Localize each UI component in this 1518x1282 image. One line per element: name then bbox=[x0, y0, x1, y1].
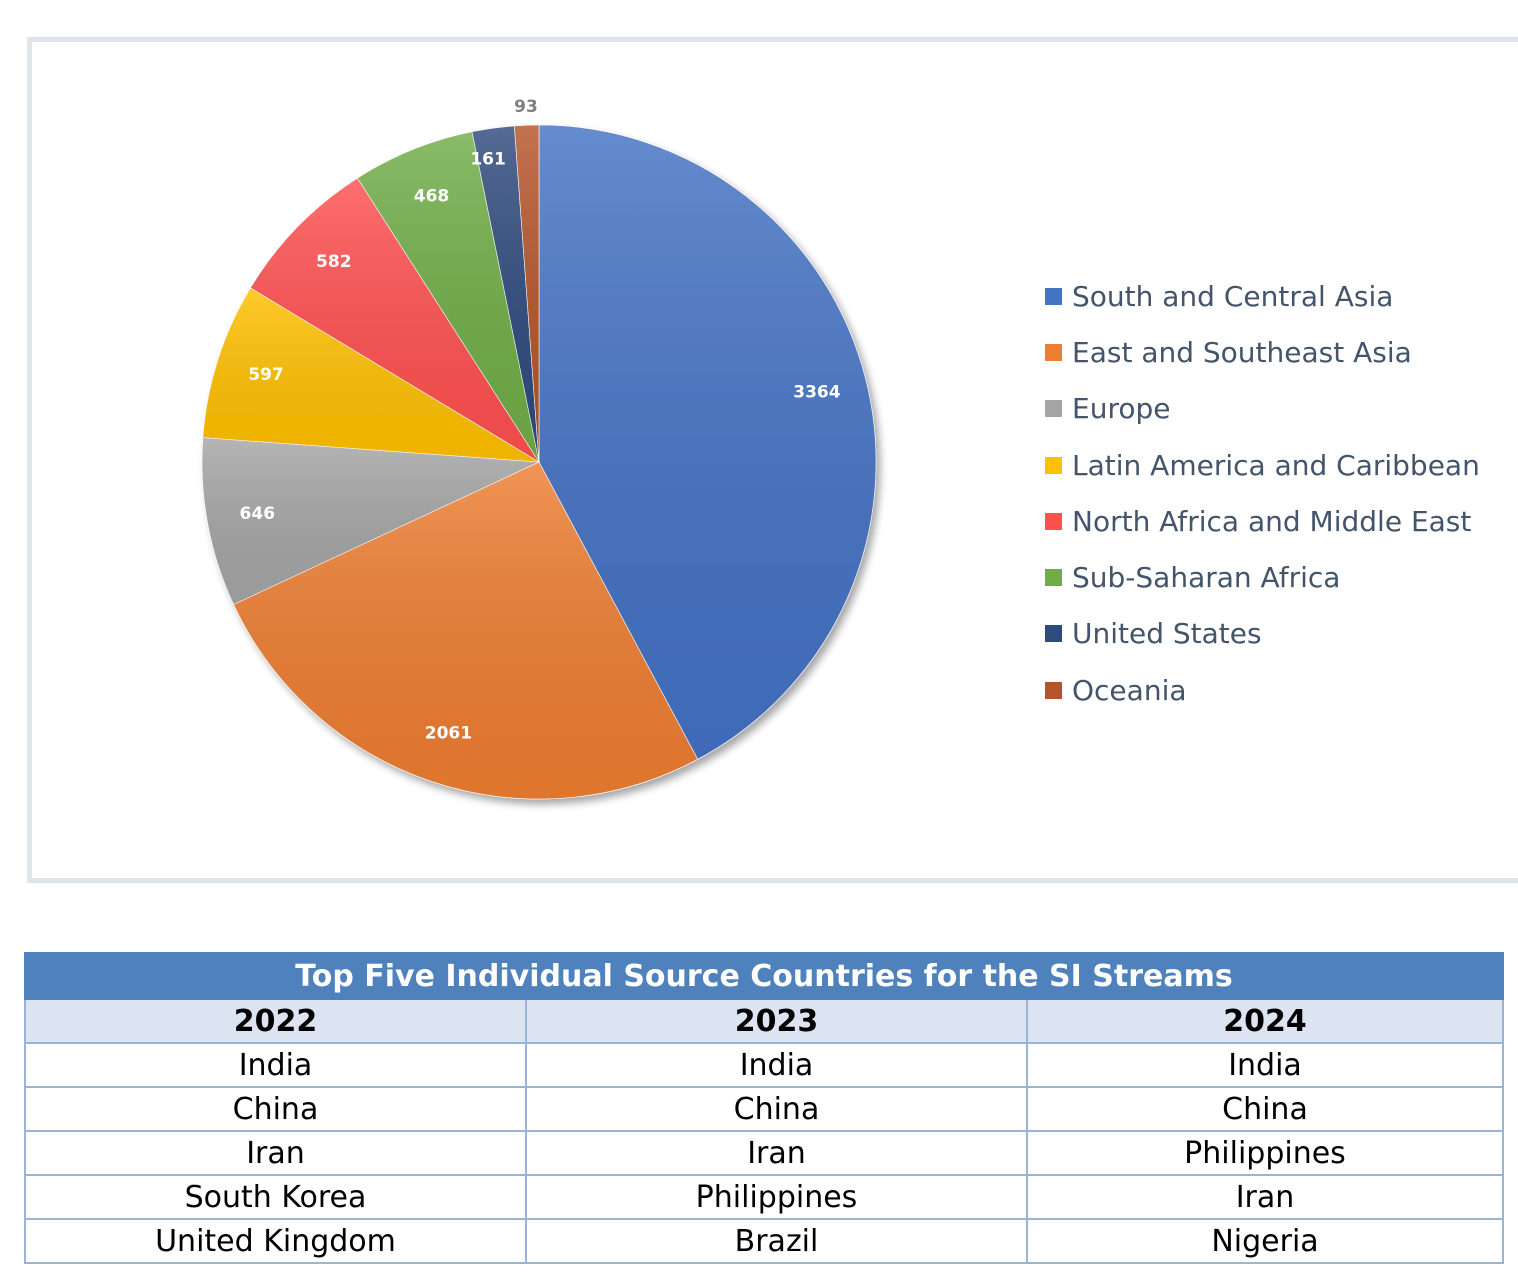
legend-label: United States bbox=[1072, 617, 1262, 651]
legend-label: North Africa and Middle East bbox=[1072, 504, 1472, 538]
data-label-europe: 646 bbox=[240, 504, 276, 524]
pie-slice-shading bbox=[202, 437, 539, 605]
pie-slice-shading bbox=[202, 287, 539, 462]
legend-item-oceania: Oceania bbox=[1045, 662, 1480, 718]
column-header-2022: 2022 bbox=[24, 998, 527, 1044]
legend-swatch bbox=[1045, 287, 1062, 305]
pie-slice-shading bbox=[514, 125, 539, 462]
legend-swatch bbox=[1045, 512, 1062, 530]
legend-item-latin-america-and-caribbean: Latin America and Caribbean bbox=[1045, 437, 1480, 493]
legend-item-south-and-central-asia: South and Central Asia bbox=[1045, 268, 1480, 324]
data-label-united-states: 161 bbox=[470, 150, 506, 170]
table-cell: China bbox=[1026, 1086, 1504, 1132]
table-cell: Iran bbox=[24, 1130, 527, 1176]
table-row: United Kingdom Brazil Nigeria bbox=[24, 1218, 1504, 1264]
pie-slice-shading bbox=[539, 125, 877, 760]
table-cell: India bbox=[1026, 1042, 1504, 1088]
legend-label: Europe bbox=[1072, 392, 1171, 426]
table-cell: Brazil bbox=[525, 1218, 1028, 1264]
pie-slice-shading bbox=[471, 125, 539, 463]
source-countries-table: Top Five Individual Source Countries for… bbox=[24, 952, 1504, 1264]
legend-label: Sub-Saharan Africa bbox=[1072, 561, 1341, 595]
legend: South and Central Asia East and Southeast… bbox=[1045, 268, 1480, 718]
table-row: China China China bbox=[24, 1086, 1504, 1132]
column-header-2023: 2023 bbox=[525, 998, 1028, 1044]
table-cell: China bbox=[24, 1086, 527, 1132]
legend-item-united-states: United States bbox=[1045, 606, 1480, 662]
legend-item-east-and-southeast-asia: East and Southeast Asia bbox=[1045, 324, 1480, 380]
legend-label: Latin America and Caribbean bbox=[1072, 448, 1480, 482]
table-row: South Korea Philippines Iran bbox=[24, 1174, 1504, 1220]
legend-label: East and Southeast Asia bbox=[1072, 335, 1412, 369]
data-label-sub-saharan-africa: 468 bbox=[414, 187, 450, 207]
data-label-south-and-central-asia: 3364 bbox=[793, 383, 840, 403]
table-cell: Nigeria bbox=[1026, 1218, 1504, 1264]
data-label-latin-america-and-caribbean: 597 bbox=[248, 365, 284, 385]
legend-item-europe: Europe bbox=[1045, 381, 1480, 437]
table-title: Top Five Individual Source Countries for… bbox=[24, 952, 1504, 1000]
table-row: India India India bbox=[24, 1042, 1504, 1088]
legend-swatch bbox=[1045, 625, 1062, 643]
legend-swatch bbox=[1045, 681, 1062, 699]
table-cell: Iran bbox=[1026, 1174, 1504, 1220]
legend-label: Oceania bbox=[1072, 673, 1187, 707]
table-cell: South Korea bbox=[24, 1174, 527, 1220]
column-header-2024: 2024 bbox=[1026, 998, 1504, 1044]
table-cell: Philippines bbox=[525, 1174, 1028, 1220]
table-row: Iran Iran Philippines bbox=[24, 1130, 1504, 1176]
table-cell: Philippines bbox=[1026, 1130, 1504, 1176]
legend-swatch bbox=[1045, 343, 1062, 361]
data-label-north-africa-and-middle-east: 582 bbox=[316, 252, 352, 272]
data-label-oceania: 93 bbox=[514, 97, 538, 117]
table-cell: India bbox=[525, 1042, 1028, 1088]
legend-item-north-africa-and-middle-east: North Africa and Middle East bbox=[1045, 493, 1480, 549]
data-label-east-and-southeast-asia: 2061 bbox=[425, 724, 472, 744]
legend-swatch bbox=[1045, 456, 1062, 474]
legend-label: South and Central Asia bbox=[1072, 279, 1394, 313]
table-cell: Iran bbox=[525, 1130, 1028, 1176]
pie-chart: 3364 2061 646 597 582 468 161 93 bbox=[201, 97, 877, 800]
legend-item-sub-saharan-africa: Sub-Saharan Africa bbox=[1045, 549, 1480, 605]
legend-swatch bbox=[1045, 569, 1062, 587]
pie-slice-shading bbox=[357, 131, 539, 462]
table-cell: United Kingdom bbox=[24, 1218, 527, 1264]
pie-slice-shading bbox=[233, 462, 698, 800]
chart-container: 3364 2061 646 597 582 468 161 93 South and Cent… bbox=[27, 37, 1518, 883]
pie-slice-shading bbox=[250, 178, 540, 463]
table-cell: China bbox=[525, 1086, 1028, 1132]
legend-swatch bbox=[1045, 400, 1062, 418]
table-cell: India bbox=[24, 1042, 527, 1088]
